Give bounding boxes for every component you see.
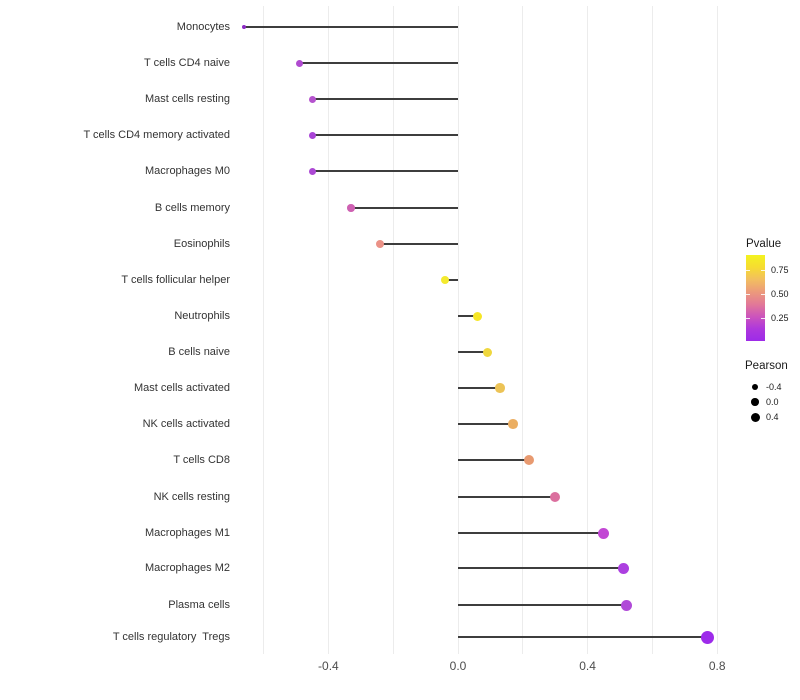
- gridline: [716, 6, 718, 654]
- lollipop-stick: [458, 387, 501, 389]
- y-axis-category-label: T cells regulatory Tregs: [112, 631, 230, 643]
- lollipop-stick: [458, 636, 708, 638]
- lollipop-stick: [445, 279, 458, 281]
- lollipop-stick: [312, 98, 458, 100]
- colorbar-tick-label: 0.75: [771, 265, 789, 275]
- lollipop-stick: [458, 567, 624, 569]
- y-axis-category-label: T cells CD4 memory activated: [83, 129, 230, 141]
- colorbar-tick-mark: [761, 294, 765, 295]
- data-point-dot: [620, 599, 632, 611]
- data-point-dot: [308, 131, 316, 139]
- lollipop-stick: [458, 459, 530, 461]
- lollipop-stick: [458, 604, 627, 606]
- colorbar-tick-label: 0.25: [771, 313, 789, 323]
- data-point-dot: [347, 204, 355, 212]
- x-axis-tick-label: 0.4: [579, 659, 596, 673]
- pearson-legend-label: -0.4: [766, 382, 782, 392]
- pvalue-legend-title: Pvalue: [746, 238, 782, 250]
- y-axis-category-label: T cells CD4 naive: [144, 57, 230, 69]
- data-point-dot: [617, 562, 629, 574]
- lollipop-stick: [458, 532, 604, 534]
- lollipop-stick: [458, 351, 488, 353]
- y-axis-category-label: Eosinophils: [173, 238, 230, 250]
- colorbar-tick-mark: [746, 294, 750, 295]
- gridline: [327, 6, 329, 654]
- y-axis-category-label: T cells CD8: [173, 454, 230, 466]
- x-axis-tick-label: -0.4: [318, 659, 339, 673]
- y-axis-category-label: Macrophages M0: [145, 165, 230, 177]
- data-point-dot: [308, 95, 316, 103]
- lollipop-stick: [458, 423, 514, 425]
- lollipop-stick: [312, 134, 458, 136]
- y-axis-category-label: T cells follicular helper: [121, 274, 230, 286]
- gridline: [587, 6, 589, 654]
- y-axis-category-label: B cells memory: [154, 202, 230, 214]
- pearson-legend-label: 0.4: [766, 412, 779, 422]
- data-point-dot: [508, 419, 518, 429]
- lollipop-stick: [244, 26, 458, 28]
- y-axis-category-label: Mast cells activated: [134, 382, 230, 394]
- pearson-legend-title: Pearson: [745, 360, 788, 372]
- lollipop-stick: [458, 496, 556, 498]
- pearson-legend-dot: [752, 384, 758, 390]
- colorbar-tick-mark: [746, 270, 750, 271]
- gridline: [651, 6, 653, 654]
- y-axis-category-label: Macrophages M2: [145, 562, 230, 574]
- y-axis-category-label: NK cells resting: [153, 491, 230, 503]
- gridline: [457, 6, 459, 654]
- pearson-legend-label: 0.0: [766, 397, 779, 407]
- data-point-dot: [295, 59, 303, 67]
- data-point-dot: [472, 311, 482, 321]
- colorbar-tick-mark: [761, 270, 765, 271]
- data-point-dot: [549, 491, 561, 503]
- lollipop-stick: [351, 207, 458, 209]
- y-axis-category-label: Monocytes: [176, 21, 230, 33]
- lollipop-stick: [458, 315, 478, 317]
- data-point-dot: [495, 383, 505, 393]
- data-point-dot: [376, 240, 385, 248]
- colorbar-tick-mark: [761, 318, 765, 319]
- x-axis-tick-label: 0.0: [449, 659, 467, 673]
- y-axis-category-label: Plasma cells: [168, 599, 230, 611]
- y-axis-category-label: Neutrophils: [174, 310, 230, 322]
- pearson-legend-dot: [751, 398, 759, 406]
- pvalue-colorbar: [746, 255, 765, 341]
- y-axis-category-label: Mast cells resting: [145, 93, 230, 105]
- colorbar-tick-label: 0.50: [771, 289, 789, 299]
- data-point-dot: [482, 347, 492, 357]
- gridline: [392, 6, 394, 654]
- gridline: [263, 6, 265, 654]
- pearson-legend-dot: [750, 412, 760, 422]
- data-point-dot: [440, 275, 450, 285]
- data-point-dot: [242, 25, 247, 29]
- colorbar-tick-mark: [746, 318, 750, 319]
- lollipop-stick: [380, 243, 458, 245]
- x-axis-tick-label: 0.8: [708, 659, 726, 673]
- data-point-dot: [700, 630, 714, 644]
- y-axis-category-label: B cells naive: [168, 346, 230, 358]
- data-point-dot: [598, 527, 610, 539]
- lollipop-stick: [299, 62, 458, 64]
- gridline: [522, 6, 524, 654]
- lollipop-stick: [312, 170, 458, 172]
- y-axis-category-label: Macrophages M1: [145, 527, 230, 539]
- data-point-dot: [524, 455, 535, 465]
- y-axis-category-label: NK cells activated: [142, 418, 230, 430]
- data-point-dot: [308, 167, 316, 175]
